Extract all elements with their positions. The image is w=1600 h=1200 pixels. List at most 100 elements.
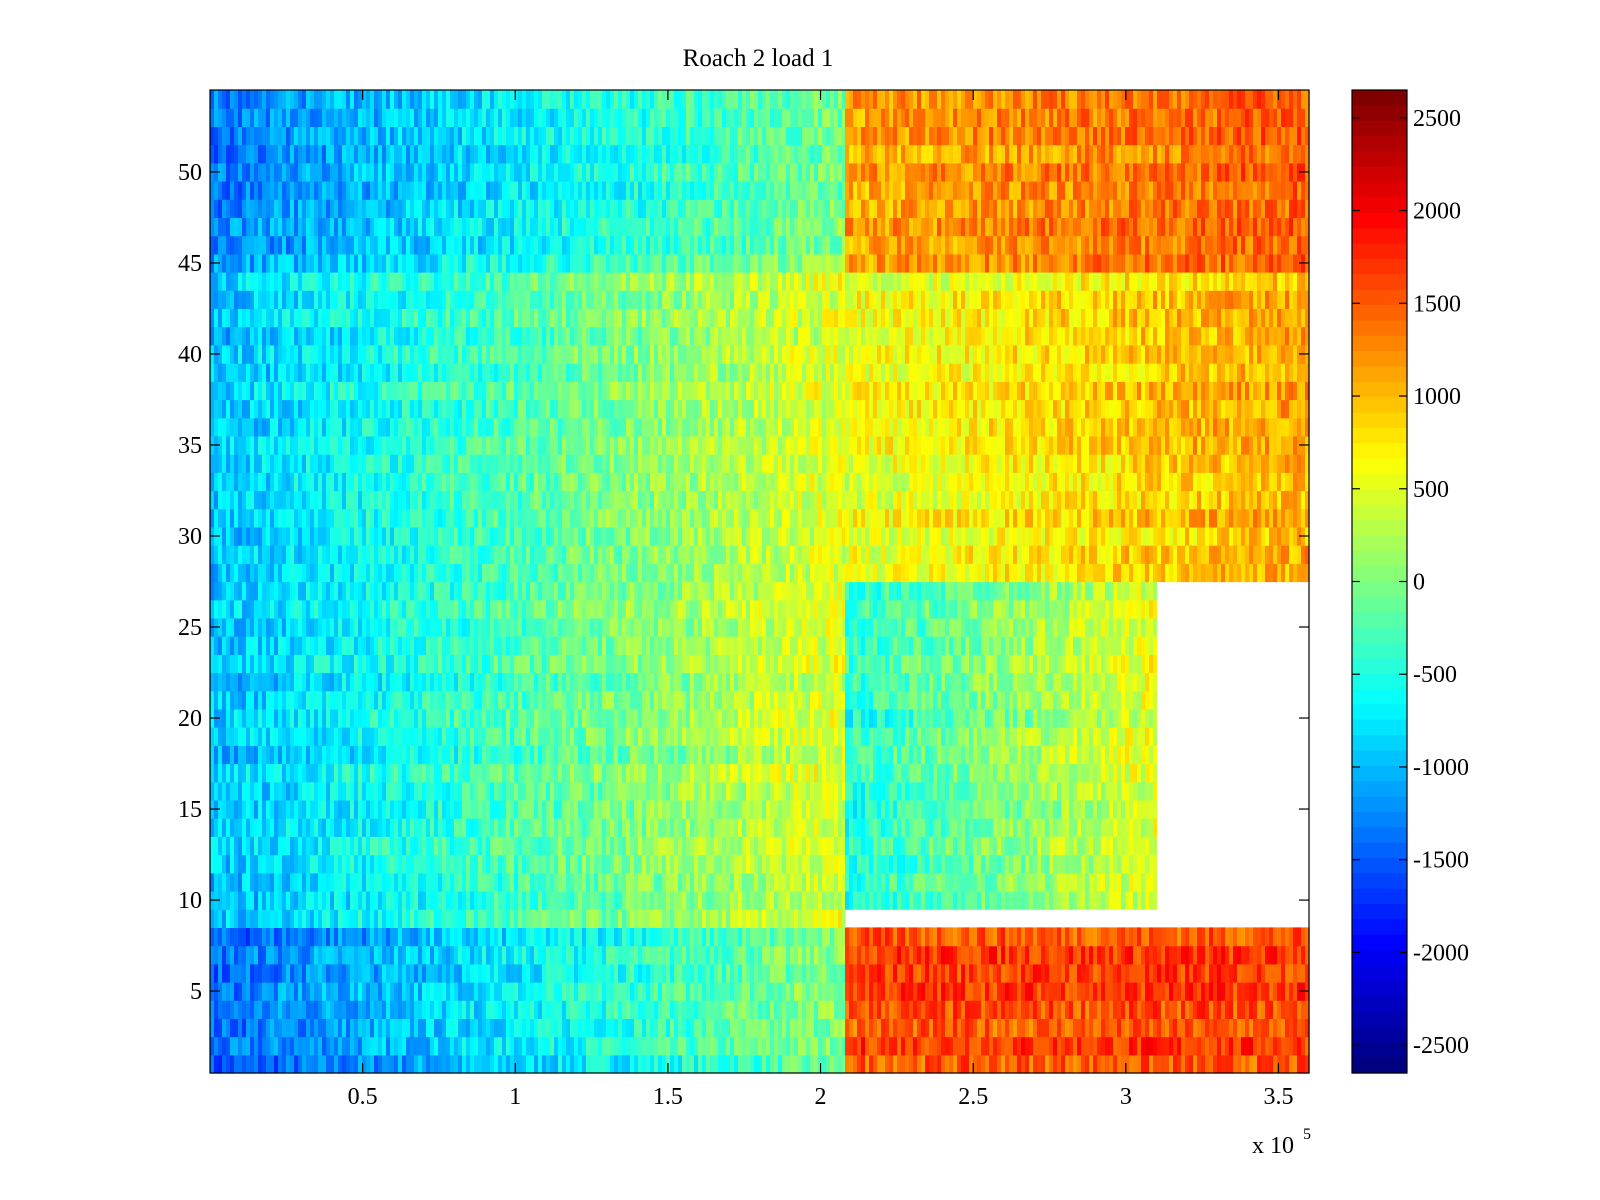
heatmap-cell (566, 799, 571, 819)
heatmap-cell (230, 945, 235, 965)
heatmap-cell (470, 872, 475, 892)
heatmap-cell (434, 745, 439, 765)
heatmap-cell (614, 982, 619, 1001)
heatmap-cell (1189, 982, 1194, 1001)
heatmap-cell (818, 672, 823, 692)
heatmap-cell (582, 854, 587, 874)
heatmap-cell (1121, 1054, 1126, 1074)
heatmap-cell (342, 891, 347, 910)
heatmap-cell (762, 708, 767, 728)
heatmap-cell (314, 1054, 319, 1074)
heatmap-cell (782, 708, 787, 728)
heatmap-cell (530, 599, 535, 619)
heatmap-cell (738, 781, 743, 801)
heatmap-cell (566, 872, 571, 892)
heatmap-cell (450, 599, 455, 619)
heatmap-cell (474, 854, 479, 874)
heatmap-cell (226, 727, 231, 746)
heatmap-cell (666, 690, 671, 710)
heatmap-cell (818, 708, 823, 728)
heatmap-cell (274, 927, 279, 947)
heatmap-cell (274, 836, 279, 856)
heatmap-cell (586, 982, 591, 1001)
heatmap-cell (338, 727, 343, 746)
heatmap-cell (294, 799, 299, 819)
heatmap-cell (462, 690, 467, 710)
heatmap-cell (450, 1018, 455, 1038)
heatmap-cell (694, 763, 699, 783)
heatmap-cell (646, 617, 651, 637)
heatmap-cell (354, 599, 359, 619)
heatmap-cell (242, 708, 247, 728)
heatmap-cell (845, 1054, 850, 1074)
heatmap-cell (746, 690, 751, 710)
heatmap-cell (266, 891, 271, 910)
heatmap-cell (598, 672, 603, 692)
heatmap-cell (806, 872, 811, 892)
heatmap-cell (826, 745, 831, 765)
heatmap-cell (362, 945, 367, 965)
heatmap-cell (242, 763, 247, 783)
heatmap-cell (554, 945, 559, 965)
heatmap-cell (1197, 1018, 1202, 1038)
heatmap-cell (762, 781, 767, 801)
heatmap-cell (442, 1000, 447, 1019)
heatmap-cell (282, 1000, 287, 1019)
heatmap-cell (750, 617, 755, 637)
heatmap-cell (678, 927, 683, 947)
heatmap-cell (666, 654, 671, 674)
heatmap-cell (1009, 1036, 1014, 1056)
heatmap-cell (658, 836, 663, 856)
heatmap-cell (474, 1000, 479, 1019)
heatmap-cell (1197, 1054, 1202, 1074)
heatmap-cell (242, 1036, 247, 1056)
heatmap-cell (458, 1000, 463, 1019)
heatmap-cell (510, 909, 515, 928)
heatmap-cell (486, 636, 491, 655)
heatmap-cell (238, 927, 243, 947)
heatmap-cell (738, 727, 743, 746)
heatmap-cell (810, 727, 815, 746)
heatmap-cell (642, 854, 647, 874)
heatmap-cell (1281, 1000, 1286, 1019)
heatmap-cell (534, 799, 539, 819)
heatmap-cell (806, 617, 811, 637)
heatmap-cell (382, 745, 387, 765)
heatmap-cell (1245, 927, 1250, 947)
heatmap-cell (466, 982, 471, 1001)
heatmap-cell (881, 1018, 886, 1038)
heatmap-cell (410, 745, 415, 765)
heatmap-cell (1129, 982, 1134, 1001)
heatmap-cell (1089, 927, 1094, 947)
heatmap-cell (706, 690, 711, 710)
heatmap-cell (426, 690, 431, 710)
heatmap-cell (222, 708, 227, 728)
heatmap-cell (482, 654, 487, 674)
heatmap-cell (378, 927, 383, 947)
heatmap-cell (318, 836, 323, 856)
heatmap-cell (670, 636, 675, 655)
heatmap-cell (290, 927, 295, 947)
heatmap-cell (889, 927, 894, 947)
heatmap-cell (1153, 1000, 1158, 1019)
heatmap-cell (414, 599, 419, 619)
heatmap-cell (270, 727, 275, 746)
heatmap-cell (1229, 927, 1234, 947)
heatmap-cell (470, 1000, 475, 1019)
heatmap-cell (650, 854, 655, 874)
heatmap-cell (778, 781, 783, 801)
heatmap-cell (602, 763, 607, 783)
heatmap-cell (662, 854, 667, 874)
heatmap-cell (514, 927, 519, 947)
heatmap-cell (754, 654, 759, 674)
heatmap-cell (450, 672, 455, 692)
heatmap-cell (366, 982, 371, 1001)
heatmap-cell (794, 745, 799, 765)
heatmap-cell (842, 836, 846, 856)
heatmap-cell (917, 1000, 922, 1019)
heatmap-cell (782, 909, 787, 928)
heatmap-cell (634, 617, 639, 637)
heatmap-cell (642, 690, 647, 710)
heatmap-cell (382, 891, 387, 910)
heatmap-cell (402, 799, 407, 819)
